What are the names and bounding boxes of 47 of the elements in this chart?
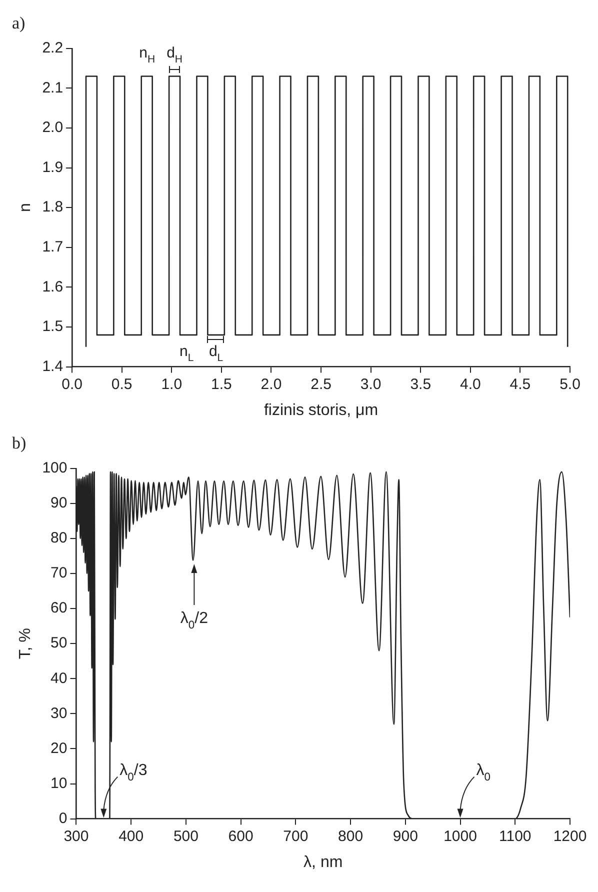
y-tick-label: 1.5 [42,318,64,336]
x-tick-label: 1.0 [161,376,182,393]
y-tick-label: 30 [50,704,68,722]
y-tick-label: 80 [50,530,68,547]
y-tick-label: 10 [50,774,68,792]
y-tick-label: 50 [50,634,68,652]
x-axis-title: fizinis storis, μm [264,402,378,419]
chart-title: a) [12,14,26,33]
y-tick-label: 20 [50,740,68,757]
y-tick-label: 1.6 [42,278,64,296]
y-tick-label: 1.8 [42,198,64,216]
y-axis-title: T, % [17,628,34,660]
y-tick-label: 1.7 [42,238,64,256]
y-tick-label: 60 [50,600,68,617]
y-tick-label: 2.2 [42,40,64,57]
x-tick-label: 800 [338,828,364,845]
x-tick-label: 1000 [444,828,477,845]
y-tick-label: 2.0 [42,119,64,136]
x-tick-label: 400 [118,828,144,845]
y-tick-label: 70 [50,564,68,582]
x-tick-label: 2.5 [310,376,332,393]
chart-title: b) [12,434,26,453]
y-tick-label: 1.9 [42,158,64,176]
x-tick-label: 1.5 [211,376,232,393]
y-tick-label: 0 [58,810,68,827]
x-axis-title: λ, nm [304,854,343,871]
x-tick-label: 0.0 [62,376,82,393]
y-tick-label: 90 [50,494,68,512]
x-tick-label: 500 [173,828,198,845]
y-axis-title: n [17,203,34,212]
x-tick-label: 1100 [499,828,532,845]
y-tick-label: 100 [42,460,68,477]
x-tick-label: 300 [64,828,89,845]
x-tick-label: 2.0 [260,376,282,393]
y-tick-label: 40 [50,670,68,687]
x-tick-label: 1200 [553,828,587,845]
x-tick-label: 4.5 [510,376,531,393]
y-tick-label: 2.1 [42,79,64,96]
y-tick-label: 1.4 [42,358,64,375]
x-tick-label: 5.0 [560,376,580,393]
x-tick-label: 4.0 [460,376,481,393]
x-tick-label: 3.5 [410,376,432,393]
x-tick-label: 600 [228,828,254,845]
x-tick-label: 700 [283,828,308,845]
x-tick-label: 0.5 [111,376,132,393]
x-tick-label: 900 [392,828,418,845]
x-tick-label: 3.0 [360,376,382,393]
